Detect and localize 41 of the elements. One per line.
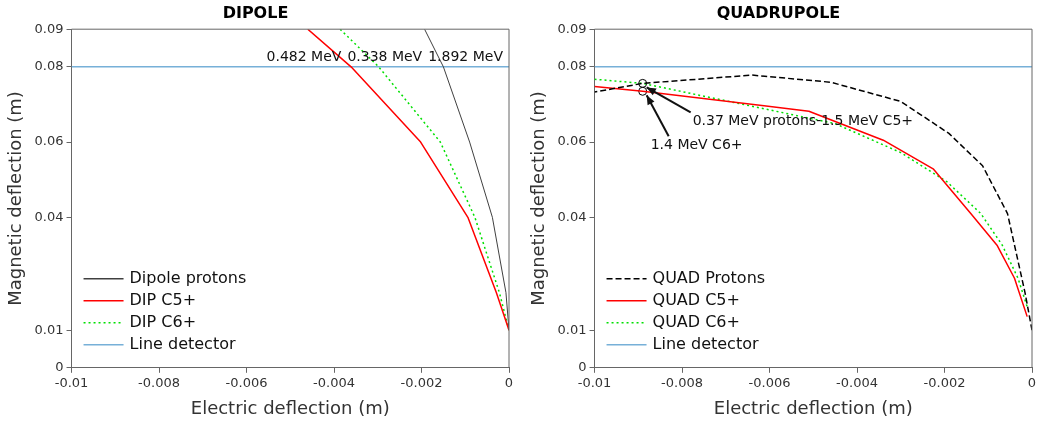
y-tick-label: 0.06: [557, 133, 587, 149]
annotation: 1.4 MeV C6+: [650, 136, 743, 153]
y-tick-label: 0: [578, 359, 587, 375]
legend-label: DIP C6+: [129, 311, 197, 331]
legend-label: Dipole protons: [129, 267, 247, 287]
legend-label: DIP C5+: [129, 289, 197, 309]
x-tick-label: -0.008: [138, 374, 180, 390]
y-tick-label: 0.09: [557, 20, 587, 36]
x-tick-label: -0.002: [923, 374, 966, 390]
y-axis-title: Magnetic deflection (m): [4, 91, 26, 306]
legend-label: QUAD C6+: [652, 311, 740, 331]
y-tick-label: 0.01: [557, 321, 587, 337]
x-tick-label: -0.01: [577, 374, 612, 390]
legend-label: Line detector: [129, 333, 236, 353]
x-tick-label: 0: [1027, 374, 1037, 390]
x-tick-label: -0.004: [313, 374, 355, 390]
chart-title: DIPOLE: [222, 2, 289, 22]
x-tick-label: -0.01: [54, 374, 89, 390]
x-tick-label: -0.008: [661, 374, 703, 390]
x-tick-label: -0.006: [748, 374, 791, 390]
legend-label: QUAD Protons: [652, 267, 766, 287]
x-axis-title: Electric deflection (m): [713, 396, 913, 418]
y-tick-label: 0.04: [34, 208, 64, 224]
annotation: 0.482 MeV: [266, 47, 342, 64]
legend-label: Line detector: [652, 333, 759, 353]
y-tick-label: 0.06: [34, 133, 64, 149]
legend-label: QUAD C5+: [652, 289, 740, 309]
x-tick-label: -0.006: [225, 374, 268, 390]
y-tick-label: 0: [55, 359, 64, 375]
y-tick-label: 0.09: [34, 20, 64, 36]
x-tick-label: -0.004: [836, 374, 878, 390]
chart-title: QUADRUPOLE: [716, 2, 841, 22]
x-tick-label: -0.002: [400, 374, 443, 390]
y-tick-label: 0.01: [34, 321, 64, 337]
y-tick-label: 0.08: [557, 58, 587, 74]
y-axis-title: Magnetic deflection (m): [527, 91, 549, 306]
x-axis-title: Electric deflection (m): [190, 396, 390, 418]
y-tick-label: 0.04: [557, 208, 587, 224]
x-tick-label: 0: [504, 374, 514, 390]
annotation: 0.338 MeV: [347, 47, 423, 64]
y-tick-label: 0.08: [34, 58, 64, 74]
